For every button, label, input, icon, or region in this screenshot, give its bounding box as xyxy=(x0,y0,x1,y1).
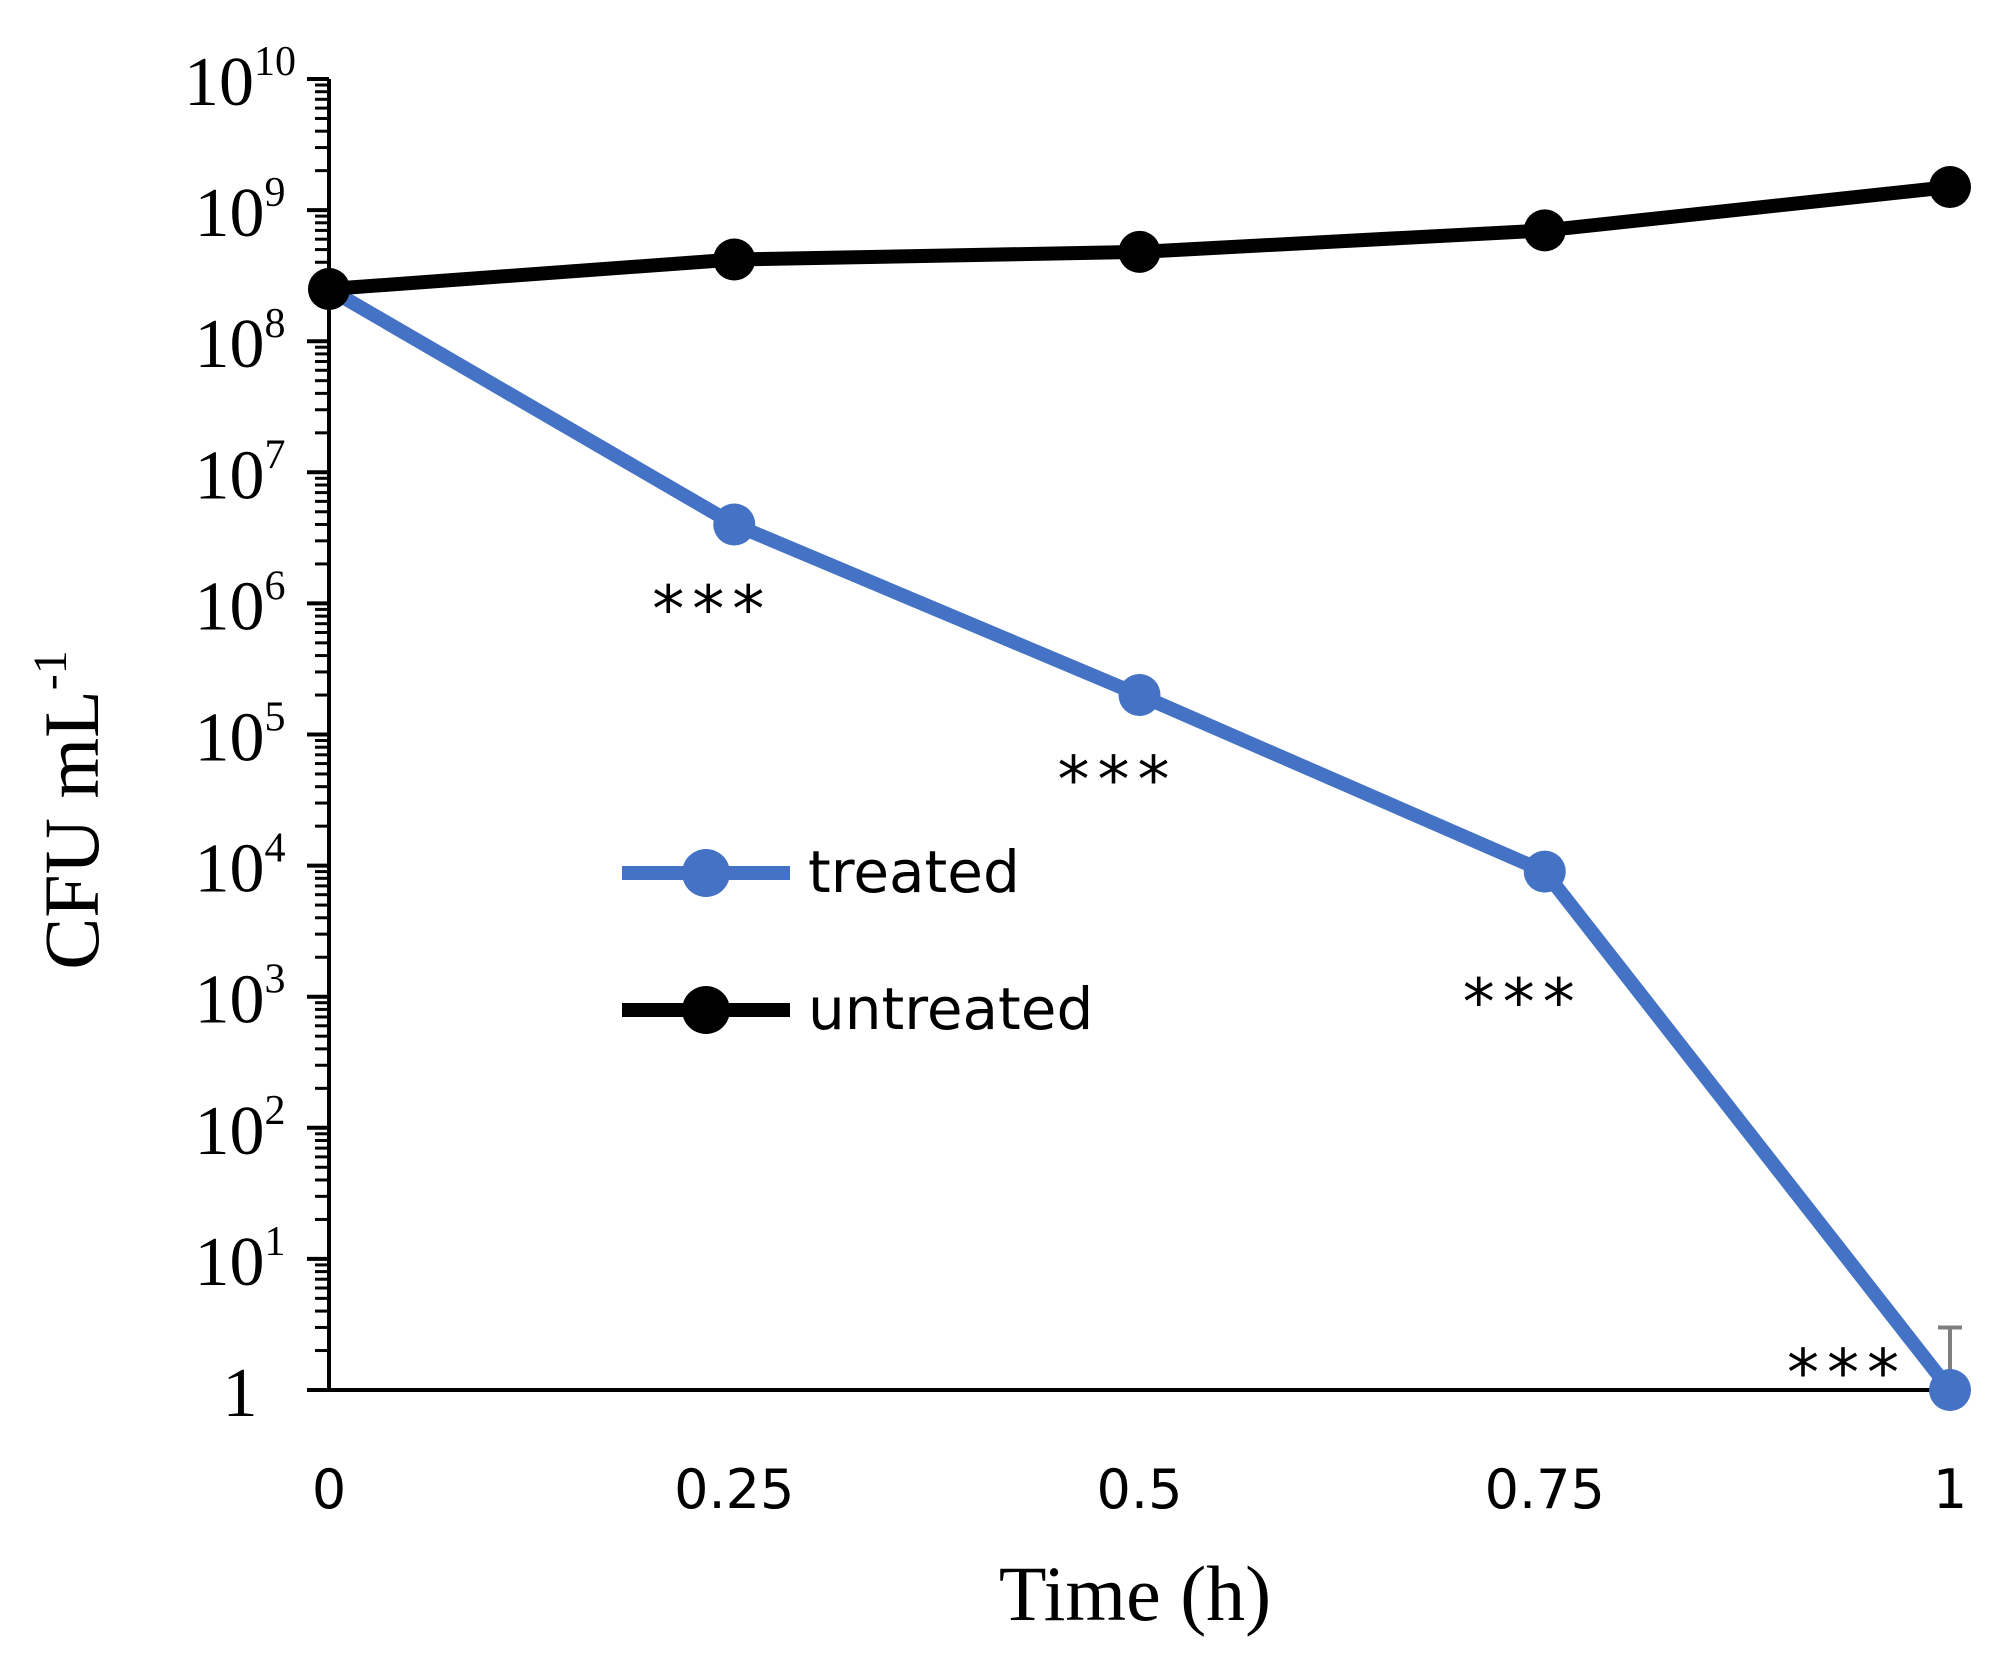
y-tick-exponent: 8 xyxy=(265,301,286,347)
data-point-treated xyxy=(1929,1369,1971,1411)
y-axis-title-group: CFU mL-1 xyxy=(24,650,115,970)
series-group xyxy=(308,166,1971,1411)
y-tick-exponent: 1 xyxy=(265,1219,286,1265)
data-point-untreated xyxy=(1523,209,1566,252)
data-point-untreated xyxy=(308,268,350,311)
data-point-treated xyxy=(713,503,756,546)
x-tick-label: 0 xyxy=(312,1458,346,1521)
y-tick-mantissa: 10 xyxy=(195,700,265,777)
y-axis-title-superscript: -1 xyxy=(24,650,77,690)
legend-marker xyxy=(682,986,730,1034)
legend-marker xyxy=(682,849,730,897)
y-tick-label: 109 xyxy=(195,170,286,252)
legend: treated untreated xyxy=(622,838,1093,1043)
data-point-untreated xyxy=(713,238,756,281)
y-tick-label: 102 xyxy=(195,1088,286,1170)
y-tick-mantissa: 10 xyxy=(184,44,254,121)
y-tick-exponent: 9 xyxy=(265,170,286,216)
x-tick-labels: 0 0.25 0.5 0.75 1 xyxy=(312,1458,1967,1521)
y-tick-mantissa: 10 xyxy=(195,437,265,514)
y-tick-exponent: 7 xyxy=(265,432,286,478)
y-tick-mantissa: 10 xyxy=(195,831,265,908)
y-tick-label: 108 xyxy=(195,301,286,383)
y-tick-exponent: 3 xyxy=(265,957,286,1003)
data-point-treated xyxy=(1523,850,1566,893)
x-axis-title: Time (h) xyxy=(999,1550,1271,1637)
annotations: *** *** *** *** xyxy=(652,573,1907,1411)
x-tick-label: 0.5 xyxy=(1097,1458,1183,1521)
significance-label: *** xyxy=(1787,1337,1907,1411)
data-point-untreated xyxy=(1118,230,1161,273)
y-tick-label: 1010 xyxy=(184,39,296,121)
y-tick-mantissa: 10 xyxy=(195,175,265,252)
data-point-treated xyxy=(1118,674,1161,717)
y-tick-label: 106 xyxy=(195,563,286,645)
y-tick-mantissa: 1 xyxy=(223,1355,258,1432)
y-tick-exponent: 6 xyxy=(265,563,286,609)
y-tick-label: 1 xyxy=(223,1355,258,1432)
y-tick-mantissa: 10 xyxy=(195,1224,265,1301)
x-tick-label: 0.25 xyxy=(674,1458,794,1521)
legend-label: untreated xyxy=(808,975,1093,1043)
y-tick-mantissa: 10 xyxy=(195,1093,265,1170)
significance-label: *** xyxy=(1463,967,1583,1041)
series-line-treated xyxy=(325,282,1956,1395)
y-tick-mantissa: 10 xyxy=(195,306,265,383)
y-tick-exponent: 4 xyxy=(265,826,286,872)
svg-text:CFU mL-1: CFU mL-1 xyxy=(24,650,115,970)
y-axis-title: CFU mL xyxy=(28,690,115,970)
significance-label: *** xyxy=(652,573,772,647)
y-tick-mantissa: 10 xyxy=(195,962,265,1039)
y-tick-label: 101 xyxy=(195,1219,286,1301)
y-tick-label: 104 xyxy=(195,826,286,908)
x-tick-label: 1 xyxy=(1933,1458,1967,1521)
x-tick-label: 0.75 xyxy=(1485,1458,1605,1521)
y-tick-exponent: 10 xyxy=(254,39,296,85)
y-tick-label: 105 xyxy=(195,695,286,777)
significance-label: *** xyxy=(1058,744,1178,818)
y-tick-exponent: 5 xyxy=(265,695,286,741)
y-tick-label: 107 xyxy=(195,432,286,514)
legend-label: treated xyxy=(808,838,1020,906)
data-point-untreated xyxy=(1929,166,1971,209)
y-tick-label: 103 xyxy=(195,957,286,1039)
y-tick-mantissa: 10 xyxy=(195,568,265,645)
y-tick-exponent: 2 xyxy=(265,1088,286,1134)
